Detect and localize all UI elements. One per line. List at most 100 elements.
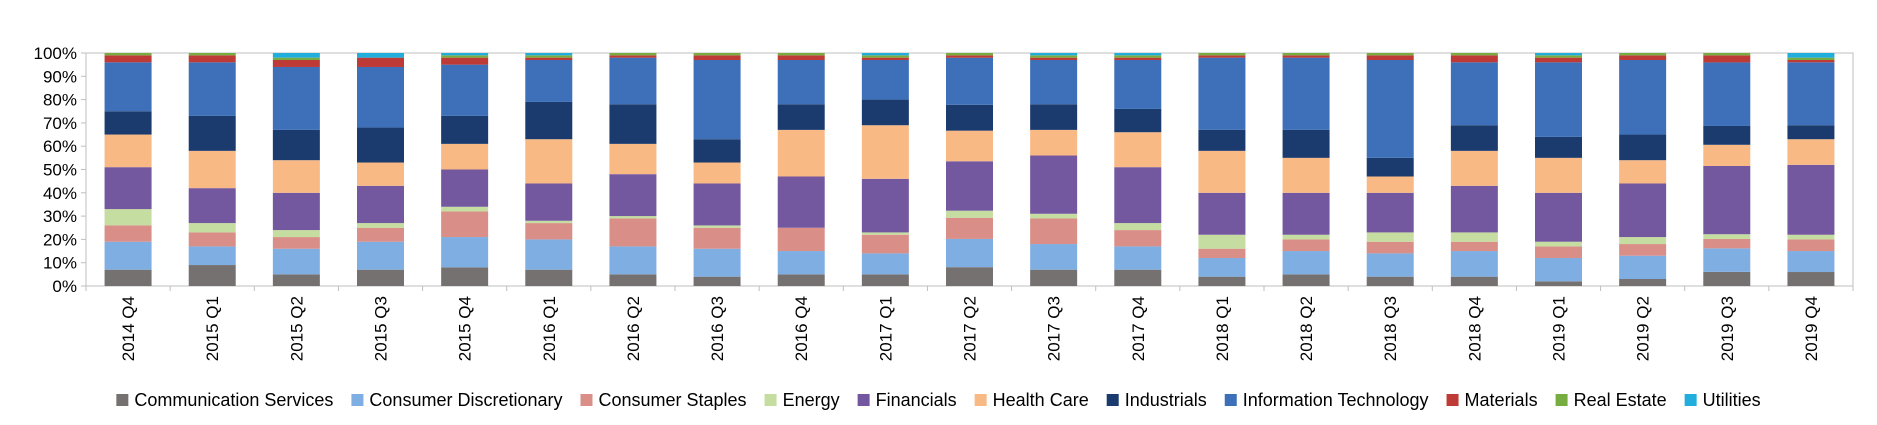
x-tick-label: 2015 Q4	[456, 296, 475, 361]
bar-segment-health-care-2017-q4	[1114, 132, 1162, 168]
bar-segment-information-technology-2019-q4	[1787, 62, 1835, 126]
bar-segment-consumer-discretionary-2016-q1	[525, 239, 573, 270]
bar-segment-information-technology-2019-q3	[1703, 62, 1751, 126]
x-axis: 2014 Q4 2015 Q1 2015 Q2 2015 Q3 2015 Q4 2016 …	[85, 286, 1854, 361]
legend-label-consumer-staples: Consumer Staples	[598, 390, 746, 410]
bar-segment-health-care-2019-q3	[1703, 144, 1751, 166]
legend-item-consumer-staples: Consumer Staples	[580, 390, 747, 410]
legend-swatch-energy	[764, 394, 777, 406]
bar-segment-energy-2018-q4	[1450, 232, 1498, 242]
bar-segment-energy-2017-q2	[946, 210, 993, 218]
bar-segment-energy-2016-q1	[525, 220, 573, 224]
bar-segment-health-care-2017-q1	[861, 125, 909, 179]
bar-segment-industrials-2018-q1	[1198, 129, 1246, 151]
bar-segment-communication-services-2018-q4	[1450, 276, 1498, 286]
bar-segment-industrials-2017-q2	[946, 104, 993, 131]
y-tick-label: 50%	[43, 161, 77, 180]
bar-segment-health-care-2018-q1	[1198, 150, 1246, 193]
legend-item-industrials: Industrials	[1106, 390, 1207, 410]
legend-item-communication-services: Communication Services	[116, 390, 333, 410]
bar-segment-materials-2019-q3	[1703, 55, 1751, 63]
bar-segment-energy-2018-q1	[1198, 234, 1246, 249]
bar-segment-information-technology-2015-q2	[272, 66, 320, 130]
bar-segment-materials-2015-q4	[441, 57, 489, 65]
bar-segment-materials-2019-q1	[1535, 57, 1582, 63]
bar-segment-consumer-discretionary-2016-q4	[777, 251, 825, 275]
bar-segment-financials-2017-q1	[861, 178, 909, 233]
x-tick-label: 2018 Q1	[1213, 296, 1232, 361]
bar-segment-industrials-2016-q3	[693, 139, 741, 163]
legend-swatch-industrials	[1106, 394, 1119, 406]
bar-segment-consumer-discretionary-2016-q3	[693, 248, 741, 277]
bar-segment-financials-2017-q2	[946, 161, 993, 211]
bar-segment-utilities-2015-q3	[357, 53, 404, 58]
bar-segment-consumer-discretionary-2015-q1	[188, 246, 236, 266]
x-tick-label: 2014 Q4	[119, 296, 138, 361]
bar-segment-industrials-2015-q1	[188, 115, 236, 151]
bar-segment-consumer-staples-2014-q4	[104, 225, 152, 242]
x-tick-label: 2017 Q3	[1045, 296, 1064, 361]
bar-segment-industrials-2015-q2	[272, 129, 320, 161]
bar-segment-financials-2017-q3	[1030, 155, 1078, 214]
bar-segment-information-technology-2018-q1	[1198, 57, 1246, 130]
bar-segment-information-technology-2019-q1	[1535, 62, 1582, 137]
bar-segment-real-estate-2014-q4	[104, 53, 152, 56]
bar-segment-utilities-2016-q1	[525, 53, 573, 56]
bar-segment-energy-2016-q2	[609, 216, 657, 219]
bar-segment-health-care-2015-q2	[272, 160, 320, 193]
x-tick-label: 2016 Q3	[708, 296, 727, 361]
y-tick-label: 0%	[52, 277, 77, 296]
bar-segment-health-care-2016-q1	[525, 139, 573, 184]
bar-segment-materials-2018-q1	[1198, 55, 1246, 58]
bar-segment-materials-2016-q3	[693, 55, 741, 60]
bar-segment-materials-2017-q4	[1114, 57, 1162, 60]
x-tick-label: 2018 Q4	[1465, 296, 1484, 361]
bar-segment-utilities-2019-q4	[1787, 53, 1835, 58]
bar-segment-health-care-2015-q1	[188, 150, 236, 189]
bar-segment-information-technology-2017-q3	[1030, 59, 1078, 105]
bar-segment-consumer-staples-2019-q3	[1703, 238, 1751, 249]
bar-segment-industrials-2017-q1	[861, 99, 909, 126]
legend-label-financials: Financials	[876, 390, 957, 410]
bar-segment-energy-2015-q3	[357, 223, 404, 228]
bar-segment-real-estate-2016-q3	[693, 53, 741, 56]
bar-segment-real-estate-2019-q4	[1787, 57, 1835, 60]
bar-segment-information-technology-2017-q2	[946, 57, 993, 105]
bar-segment-consumer-staples-2015-q3	[357, 227, 404, 242]
bar-segment-energy-2016-q3	[693, 225, 741, 228]
bar-segment-information-technology-2016-q4	[777, 59, 825, 105]
bar-segment-consumer-discretionary-2018-q1	[1198, 258, 1246, 277]
bar-segment-consumer-discretionary-2015-q2	[272, 248, 320, 275]
bar-segment-consumer-discretionary-2015-q4	[441, 237, 489, 268]
bar-segment-industrials-2019-q3	[1703, 125, 1751, 145]
bar-segment-industrials-2018-q2	[1282, 129, 1330, 158]
bar-segment-consumer-staples-2017-q1	[861, 234, 909, 254]
bar-segment-real-estate-2016-q1	[525, 55, 573, 58]
bar-segment-communication-services-2015-q4	[441, 267, 489, 286]
bar-segment-communication-services-2016-q2	[609, 274, 657, 286]
bar-segment-consumer-discretionary-2017-q2	[946, 238, 993, 268]
bar-segment-consumer-discretionary-2017-q4	[1114, 246, 1162, 270]
legend-label-real-estate: Real Estate	[1574, 390, 1667, 410]
y-tick-label: 80%	[43, 91, 77, 110]
bar-segment-information-technology-2017-q1	[861, 59, 909, 100]
bar-segment-utilities-2017-q3	[1030, 53, 1078, 56]
x-tick-label: 2019 Q2	[1634, 296, 1653, 361]
y-tick-label: 90%	[43, 67, 77, 86]
bar-segment-communication-services-2016-q3	[693, 276, 741, 286]
bar-segment-real-estate-2017-q4	[1114, 55, 1162, 58]
bar-segment-materials-2014-q4	[104, 55, 152, 63]
bar-segment-utilities-2015-q4	[441, 53, 489, 56]
legend-swatch-real-estate	[1555, 394, 1568, 406]
bar-segment-consumer-staples-2018-q2	[1282, 239, 1330, 252]
x-tick-label: 2018 Q3	[1381, 296, 1400, 361]
bar-segment-energy-2017-q1	[861, 232, 909, 235]
bar-segment-communication-services-2015-q2	[272, 274, 320, 286]
x-tick-label: 2019 Q1	[1550, 296, 1569, 361]
bar-segment-communication-services-2015-q3	[357, 269, 404, 286]
bar-segment-information-technology-2018-q4	[1450, 62, 1498, 126]
bar-segment-industrials-2016-q4	[777, 104, 825, 130]
bar-segment-industrials-2014-q4	[104, 111, 152, 135]
bar-segment-health-care-2018-q2	[1282, 157, 1330, 193]
